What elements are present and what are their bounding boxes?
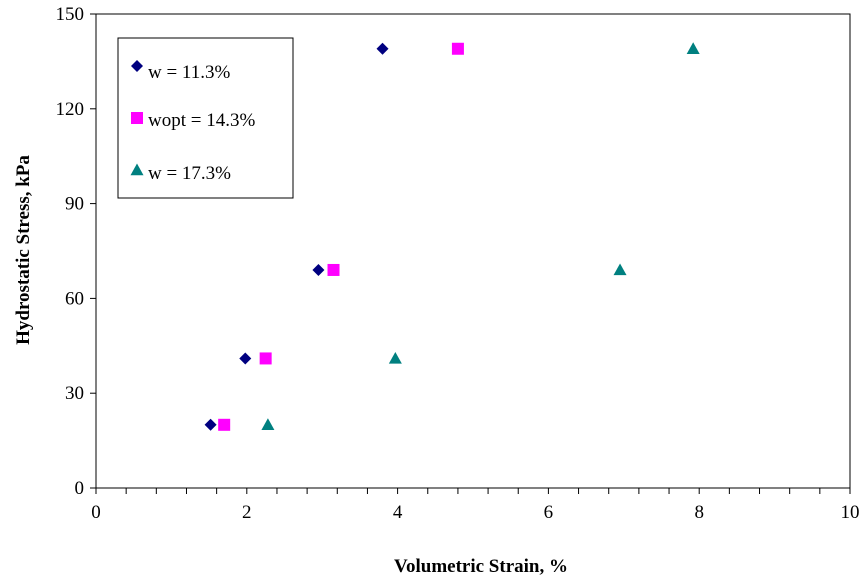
legend-label: w = 17.3%	[148, 163, 231, 184]
data-point-triangle	[388, 351, 402, 364]
data-point-square	[451, 42, 464, 55]
data-point-diamond	[239, 352, 252, 365]
data-markers	[204, 42, 700, 431]
legend-box	[117, 37, 294, 199]
y-tick-label: 90	[65, 194, 84, 215]
data-point-diamond	[204, 418, 217, 431]
data-point-triangle	[686, 42, 700, 54]
legend-label: w = 11.3%	[148, 62, 230, 83]
x-tick-label: 6	[544, 502, 554, 523]
legend-marker-diamond	[131, 60, 143, 72]
data-point-square	[218, 418, 231, 431]
x-tick-label: 4	[393, 502, 403, 523]
legend-marker-square	[131, 112, 143, 124]
x-tick-label: 10	[841, 502, 860, 523]
x-tick-label: 2	[242, 502, 252, 523]
x-tick-label: 0	[91, 502, 101, 523]
legend-label: wopt = 14.3%	[148, 110, 255, 131]
tick-labels: 0 2 4 6 8 10 0 30 60 90 120 150	[56, 4, 860, 523]
legend-entry-3: w = 17.3%	[130, 163, 231, 184]
data-point-square	[259, 352, 272, 365]
y-tick-label: 150	[56, 4, 85, 25]
plot-frame	[95, 13, 851, 489]
data-point-diamond	[312, 263, 325, 276]
x-axis-title: Volumetric Strain, %	[394, 556, 568, 577]
axes	[90, 13, 851, 494]
x-tick-label: 8	[694, 502, 704, 523]
legend-symbol-square	[131, 112, 143, 124]
data-point-triangle	[261, 418, 275, 430]
y-tick-label: 0	[75, 478, 85, 499]
data-point-triangle	[613, 263, 627, 276]
data-point-diamond	[376, 42, 389, 55]
series-2	[218, 42, 464, 431]
series-3	[261, 42, 700, 430]
legend-symbol-diamond	[131, 60, 143, 72]
legend-symbol-triangle	[130, 163, 144, 176]
legend-entry-2: wopt = 14.3%	[131, 110, 255, 131]
series-1	[204, 42, 389, 431]
y-axis-title: Hydrostatic Stress, kPa	[13, 155, 34, 345]
legend-marker-triangle	[130, 163, 144, 176]
y-tick-label: 120	[56, 99, 85, 120]
legend: w = 11.3% wopt = 14.3% w = 17.3%	[117, 37, 294, 199]
y-tick-label: 30	[65, 383, 84, 404]
y-tick-label: 60	[65, 288, 84, 309]
legend-entry-1: w = 11.3%	[131, 60, 230, 83]
plot-area	[95, 13, 851, 489]
data-point-square	[327, 263, 340, 276]
